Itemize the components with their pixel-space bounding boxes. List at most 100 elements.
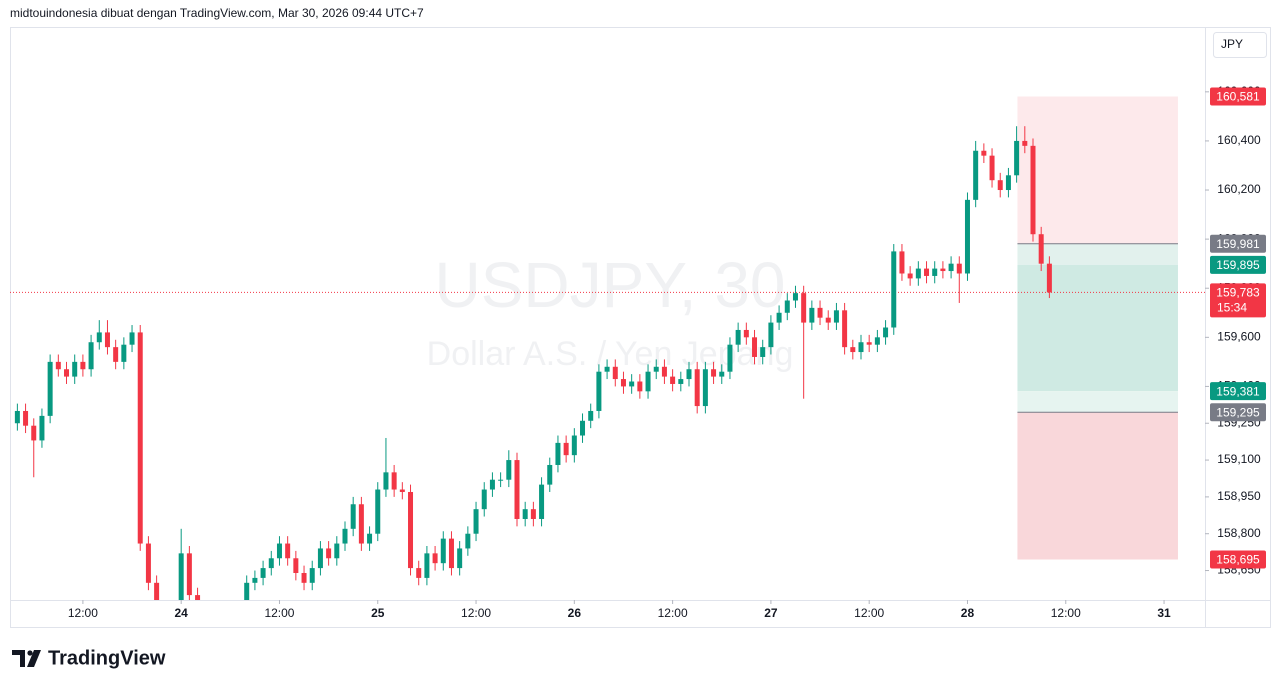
position-zone [1017, 96, 1178, 244]
candle-body [301, 572, 307, 583]
candle-body [825, 317, 831, 323]
candle-body [899, 251, 905, 274]
candle-body [309, 568, 315, 583]
y-tick-label: 159,600 [1217, 329, 1261, 343]
candle-body [80, 361, 86, 370]
price-label-box [1210, 403, 1266, 422]
candle-body [154, 582, 160, 600]
candle-body [874, 337, 880, 345]
y-tick-label: 160,400 [1217, 133, 1261, 147]
candle-body [891, 251, 897, 328]
candle-body [661, 366, 667, 377]
y-tick-label: 158,800 [1217, 526, 1261, 540]
candle-body [39, 415, 45, 441]
x-tick-label: 12:00 [68, 606, 98, 620]
candle-body [924, 268, 930, 276]
x-tick-label: 31 [1157, 606, 1171, 620]
candle-body [792, 293, 798, 301]
candle-body [489, 479, 495, 490]
x-tick-label: 12:00 [1051, 606, 1081, 620]
position-zone [1017, 264, 1178, 392]
x-tick-label: 27 [764, 606, 778, 620]
position-zone [1017, 243, 1178, 265]
candle-body [743, 329, 749, 338]
candle-body [1022, 140, 1028, 146]
candle-body [350, 504, 356, 529]
currency-button[interactable] [1213, 32, 1267, 58]
last-price-label: 159,783 [1216, 286, 1260, 300]
candle-body [711, 369, 717, 377]
candle-body [31, 425, 37, 441]
price-label: 160,581 [1216, 90, 1260, 104]
candles [14, 126, 1052, 600]
candle-body [653, 366, 659, 372]
x-tick-label: 24 [175, 606, 189, 620]
candle-body [55, 361, 61, 370]
x-tick-label: 12:00 [461, 606, 491, 620]
candle-body [375, 489, 381, 534]
candle-body [629, 381, 635, 387]
candle-body [129, 332, 135, 345]
x-tick-label: 28 [961, 606, 975, 620]
candle-body [973, 150, 979, 200]
x-tick-label: 12:00 [264, 606, 294, 620]
candle-body [547, 464, 553, 485]
candle-body [481, 489, 487, 510]
candle-body [391, 472, 397, 490]
candle-body [522, 509, 528, 519]
candle-body [448, 538, 454, 569]
candle-body [342, 528, 348, 544]
candle-body [334, 543, 340, 559]
candle-body [932, 268, 938, 276]
price-label: 158,695 [1216, 553, 1260, 567]
candle-body [596, 371, 602, 411]
candle-body [801, 293, 807, 323]
candle-body [424, 553, 430, 578]
candle-body [195, 595, 201, 600]
candle-body [96, 332, 102, 343]
x-tick-label: 12:00 [854, 606, 884, 620]
candle-body [244, 582, 250, 600]
candle-body [1046, 263, 1052, 293]
candle-body [383, 472, 389, 490]
candle-body [940, 268, 946, 272]
candle-body [686, 369, 692, 380]
candle-body [440, 538, 446, 564]
candle-body [948, 263, 954, 272]
candle-body [186, 553, 192, 596]
candle-body [285, 543, 291, 559]
candle-body [498, 479, 504, 481]
candle-body [1014, 140, 1020, 176]
watermark: USDJPY, 30 [435, 249, 786, 321]
candle-body [23, 410, 29, 426]
currency-label[interactable]: JPY [1221, 37, 1243, 51]
brand-logo [12, 650, 41, 667]
candle-body [620, 379, 626, 387]
candle-body [1005, 175, 1011, 191]
candle-body [670, 376, 676, 384]
candle-body [776, 312, 782, 323]
candle-body [1030, 145, 1036, 235]
frame [10, 27, 1271, 628]
price-label: 159,981 [1216, 237, 1260, 251]
candle-body [408, 491, 414, 569]
candle-body [883, 327, 889, 338]
candle-body [1038, 234, 1044, 264]
candle-body [907, 273, 913, 279]
candle-body [514, 460, 520, 519]
candle-body [506, 460, 512, 480]
candle-body [604, 366, 610, 372]
candle-body [252, 577, 258, 583]
candle-body [64, 369, 70, 377]
candle-body [842, 310, 848, 348]
candle-body [964, 199, 970, 274]
candle-body [137, 332, 143, 544]
axes: 160,600160,400160,200160,000159,800159,6… [68, 84, 1266, 620]
candle-body [276, 543, 282, 559]
price-label-box [1210, 255, 1266, 274]
candle-body [588, 410, 594, 421]
candle-body [367, 533, 373, 544]
candle-body [358, 504, 364, 544]
price-label-box [1210, 382, 1266, 401]
candle-body [645, 371, 651, 392]
